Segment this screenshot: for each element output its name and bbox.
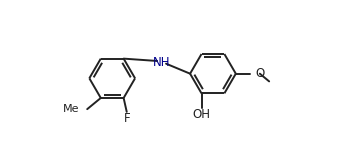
Text: Me: Me — [63, 104, 80, 114]
Text: OH: OH — [193, 108, 210, 121]
Text: NH: NH — [153, 56, 170, 69]
Text: F: F — [124, 112, 130, 125]
Text: O: O — [255, 67, 264, 80]
